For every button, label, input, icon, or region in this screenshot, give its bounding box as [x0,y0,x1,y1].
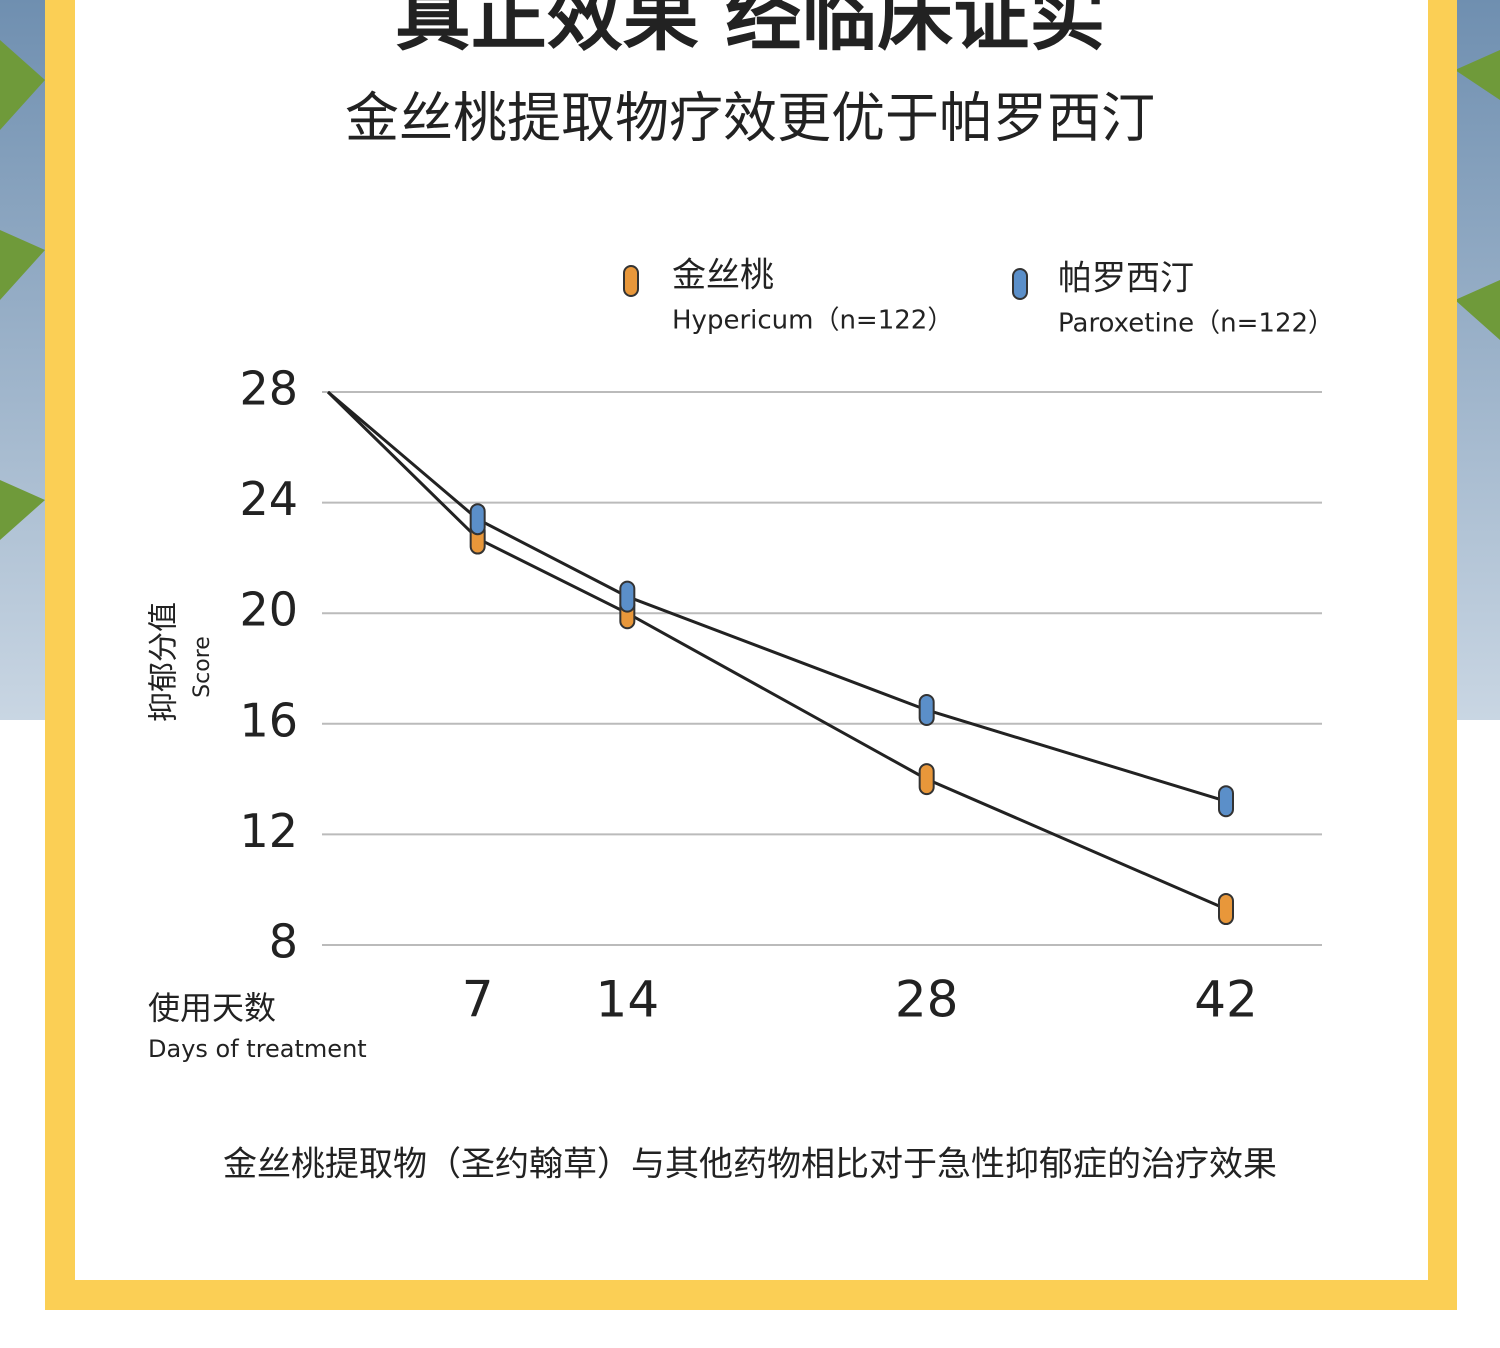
caption: 金丝桃提取物（圣约翰草）与其他药物相比对于急性抑郁症的治疗效果 [223,1145,1277,1185]
data-point [1218,893,1234,926]
leaves-right [1455,50,1500,340]
data-point [469,503,486,536]
leaves-left [0,40,45,540]
y-tick-label: 8 [269,915,298,969]
legend-swatch [623,265,639,297]
title: 真正效果 经临床证实 [395,0,1105,61]
y-tick-label: 24 [239,472,298,526]
data-point [1218,785,1234,818]
y-axis-label-en: Score [190,636,215,698]
legend-label-en: Paroxetine（n=122） [1058,309,1334,339]
legend-label: 金丝桃 [672,256,774,296]
y-axis-label: 抑郁分值 [147,602,182,722]
legend-label: 帕罗西汀 [1058,259,1194,299]
white-panel [75,0,1428,1280]
x-axis-label-en: Days of treatment [148,1035,367,1063]
legend-label-en: Hypericum（n=122） [672,306,953,336]
y-tick-label: 16 [239,693,298,747]
x-tick-label: 28 [895,971,959,1029]
data-point [619,580,636,613]
data-point [918,763,935,796]
subtitle: 金丝桃提取物疗效更优于帕罗西汀 [345,87,1155,150]
x-tick-label: 42 [1194,971,1258,1029]
y-tick-label: 12 [239,804,298,858]
x-tick-label: 14 [596,971,660,1029]
legend-swatch [1012,268,1028,300]
plot: 8 12 16 20 24 28 7 14 28 42 金丝桃 Hypericum（n=122） 帕罗西… [239,256,1334,1029]
y-tick-label: 20 [239,583,298,637]
y-tick-label: 28 [239,362,298,416]
x-tick-label: 7 [462,971,494,1029]
data-point [918,693,935,726]
x-axis-label: 使用天数 [148,989,276,1027]
